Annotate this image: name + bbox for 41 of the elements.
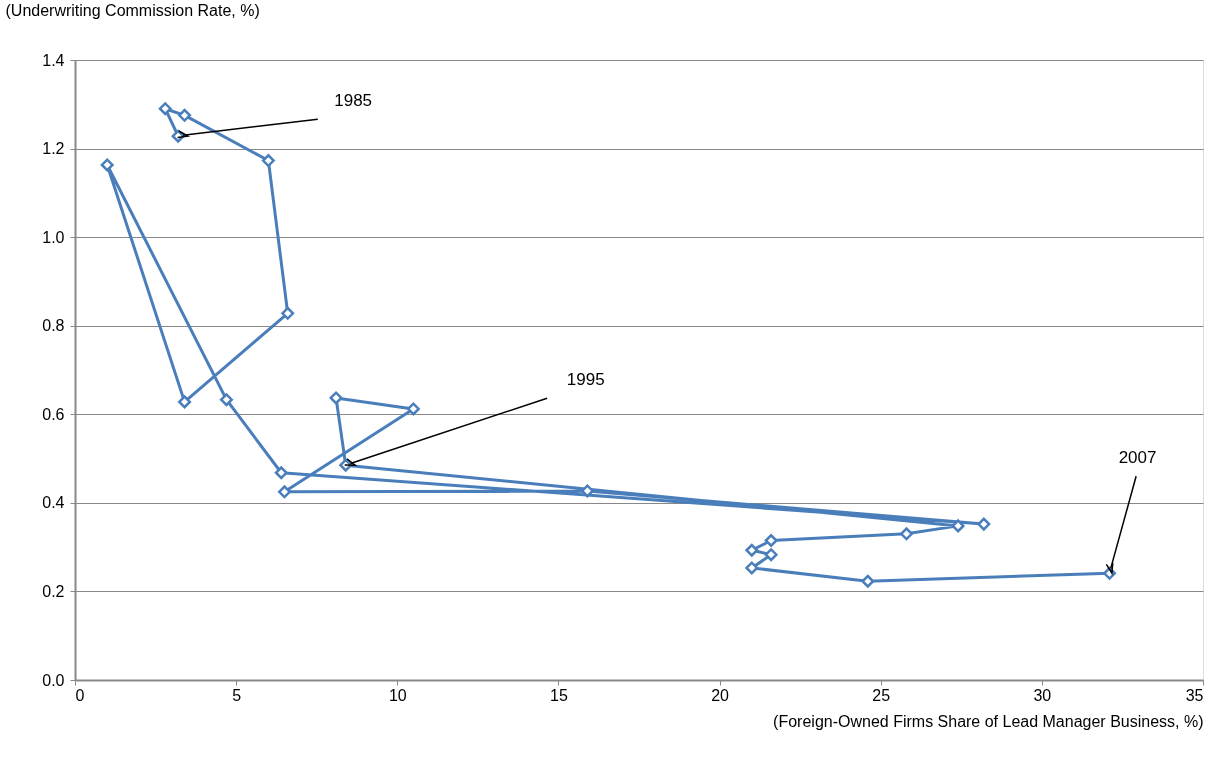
x-tick-label: 20 <box>711 686 730 704</box>
point <box>764 548 778 562</box>
point <box>178 108 192 122</box>
x-tick-label: 0 <box>75 686 85 704</box>
x-axis-title: (Foreign-Owned Firms Share of Lead Manager Business, %) <box>773 712 1204 730</box>
point <box>100 158 114 172</box>
point <box>178 395 192 409</box>
y-tick-label: 1.2 <box>42 140 65 158</box>
annotation: 1985 <box>334 91 373 111</box>
y-tick-label: 0.8 <box>42 317 65 335</box>
y-tick-label: 0.0 <box>42 671 65 689</box>
point <box>580 484 594 498</box>
annotation: 2007 <box>1118 448 1157 468</box>
y-axis-title: (Underwriting Commission Rate, %) <box>5 1 260 19</box>
point <box>277 485 291 499</box>
x-tick-label: 5 <box>232 686 242 704</box>
point <box>764 534 778 547</box>
point <box>977 517 991 531</box>
x-tick-label: 30 <box>1033 686 1052 704</box>
x-tick-label: 25 <box>872 686 891 704</box>
point <box>274 466 288 480</box>
x-tick-label: 10 <box>388 686 407 704</box>
point <box>329 391 343 405</box>
point <box>158 102 172 116</box>
point <box>951 519 965 533</box>
point <box>745 561 759 575</box>
y-tick-label: 1.0 <box>42 228 65 246</box>
point <box>406 402 420 416</box>
y-tick-label: 0.6 <box>42 405 65 423</box>
x-tick-label: 35 <box>1185 686 1204 704</box>
point <box>261 154 275 168</box>
point <box>745 543 759 557</box>
y-tick-label: 0.4 <box>42 494 65 512</box>
annotation: 1995 <box>566 370 605 390</box>
point <box>219 393 233 407</box>
y-tick-label: 1.4 <box>42 51 65 69</box>
point <box>900 527 913 541</box>
y-tick-label: 0.2 <box>42 582 65 600</box>
point <box>281 306 295 320</box>
point <box>861 574 875 588</box>
x-tick-label: 15 <box>550 686 568 704</box>
